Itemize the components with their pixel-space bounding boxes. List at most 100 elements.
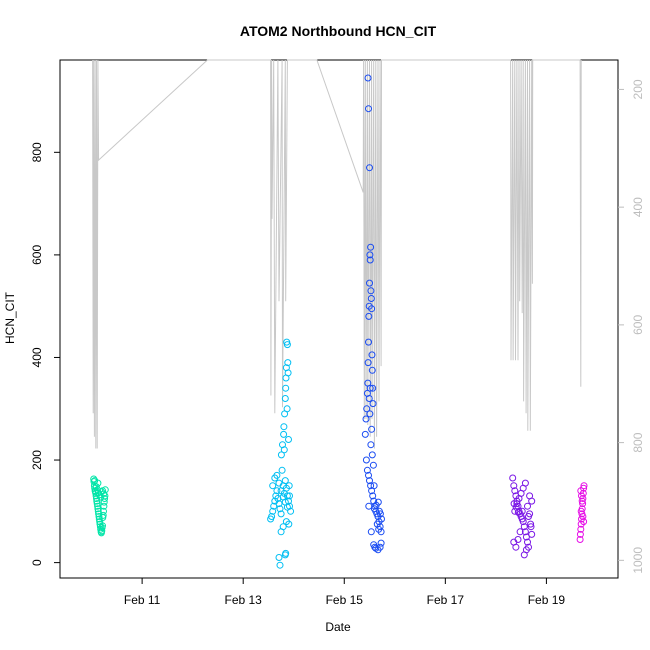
series-4 [509, 474, 536, 559]
data-point [362, 456, 370, 464]
data-point [522, 546, 530, 554]
data-point [276, 561, 284, 569]
data-point [286, 492, 293, 500]
data-point [518, 507, 526, 515]
data-point [283, 341, 291, 349]
y-tick-label: 0 [30, 559, 44, 566]
y-tick-label: 400 [30, 347, 44, 367]
data-point [281, 395, 289, 402]
data-point [367, 528, 375, 536]
data-point [511, 507, 519, 515]
data-point [364, 74, 372, 82]
y2-tick-label: 800 [631, 432, 645, 452]
data-point [527, 523, 535, 531]
altitude-trace-layer [92, 59, 582, 449]
data-point [97, 525, 105, 533]
data-point [269, 507, 277, 515]
data-point [276, 505, 284, 513]
data-point [283, 503, 291, 511]
data-point [375, 525, 383, 533]
data-point [285, 436, 292, 443]
data-point [369, 492, 377, 500]
data-point [366, 256, 374, 264]
y2-tick-label: 200 [631, 79, 645, 99]
data-point [369, 384, 377, 392]
data-point [94, 507, 102, 515]
data-point [578, 497, 586, 505]
data-point [577, 525, 585, 533]
x-tick-label: Feb 15 [326, 593, 364, 607]
data-point [280, 446, 288, 454]
data-point [511, 487, 519, 495]
data-point [285, 482, 293, 490]
data-point [365, 312, 373, 320]
data-point [366, 384, 374, 392]
data-point [579, 500, 587, 508]
data-point [363, 405, 371, 413]
data-point [366, 251, 374, 259]
data-point [366, 279, 373, 287]
data-point [521, 479, 529, 487]
series-2 [267, 338, 295, 569]
data-point [373, 520, 381, 528]
data-point [376, 510, 384, 518]
y-tick-label: 800 [30, 142, 44, 162]
data-point [367, 441, 375, 449]
series-1 [90, 475, 109, 537]
data-point [376, 543, 384, 551]
x-tick-label: Feb 19 [528, 593, 566, 607]
data-point [368, 366, 376, 374]
data-point [365, 395, 373, 402]
data-point [275, 500, 283, 508]
data-point [577, 507, 585, 515]
data-point [365, 338, 372, 346]
data-point [275, 554, 283, 561]
data-point [100, 507, 107, 515]
data-point [578, 492, 585, 500]
data-point [280, 423, 288, 431]
data-point [90, 475, 98, 483]
data-point [580, 482, 588, 490]
data-point [283, 492, 291, 500]
data-point [370, 482, 378, 490]
data-point [516, 528, 524, 536]
data-point [367, 482, 375, 490]
data-point [281, 477, 289, 485]
x-tick-label: Feb 17 [427, 593, 465, 607]
data-point [524, 538, 531, 546]
data-point [374, 498, 382, 506]
data-point [509, 474, 517, 482]
data-point [277, 528, 285, 536]
data-point [95, 513, 103, 520]
data-point [520, 523, 528, 531]
data-point [273, 487, 281, 495]
data-point [510, 500, 518, 508]
data-point [268, 513, 276, 520]
series-3 [361, 74, 385, 554]
data-point [512, 543, 520, 551]
y-tick-label: 600 [30, 245, 44, 265]
data-point [93, 497, 101, 505]
data-point [284, 369, 292, 377]
data-point [526, 492, 534, 500]
y2-tick-label: 600 [631, 315, 645, 335]
data-point [95, 515, 103, 523]
data-point [362, 415, 370, 423]
data-point [278, 466, 286, 474]
data-point [273, 471, 281, 479]
data-point [275, 479, 283, 487]
data-point [365, 471, 372, 479]
data-point [101, 495, 109, 502]
x-tick-label: Feb 13 [225, 593, 263, 607]
plot-frame [59, 59, 619, 579]
data-point [283, 405, 291, 413]
y2-tick-label: 400 [631, 197, 645, 217]
x-tick-label: Feb 11 [124, 593, 161, 607]
data-point [101, 486, 109, 494]
data-point [99, 511, 107, 519]
data-point [510, 482, 518, 490]
data-point [378, 515, 385, 523]
altitude-trace-line [92, 59, 582, 449]
data-point [99, 522, 106, 530]
